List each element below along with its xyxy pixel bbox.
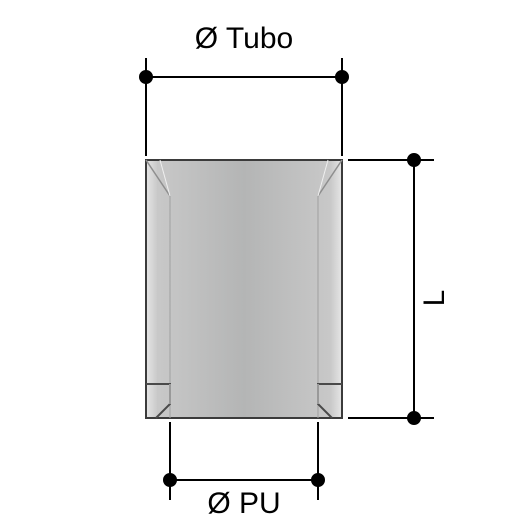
dimension-bottom-label: Ø PU xyxy=(207,487,280,520)
dimension-right-label: L xyxy=(418,290,451,307)
part-body xyxy=(146,160,342,418)
dimension-top-label: Ø Tubo xyxy=(195,22,293,55)
